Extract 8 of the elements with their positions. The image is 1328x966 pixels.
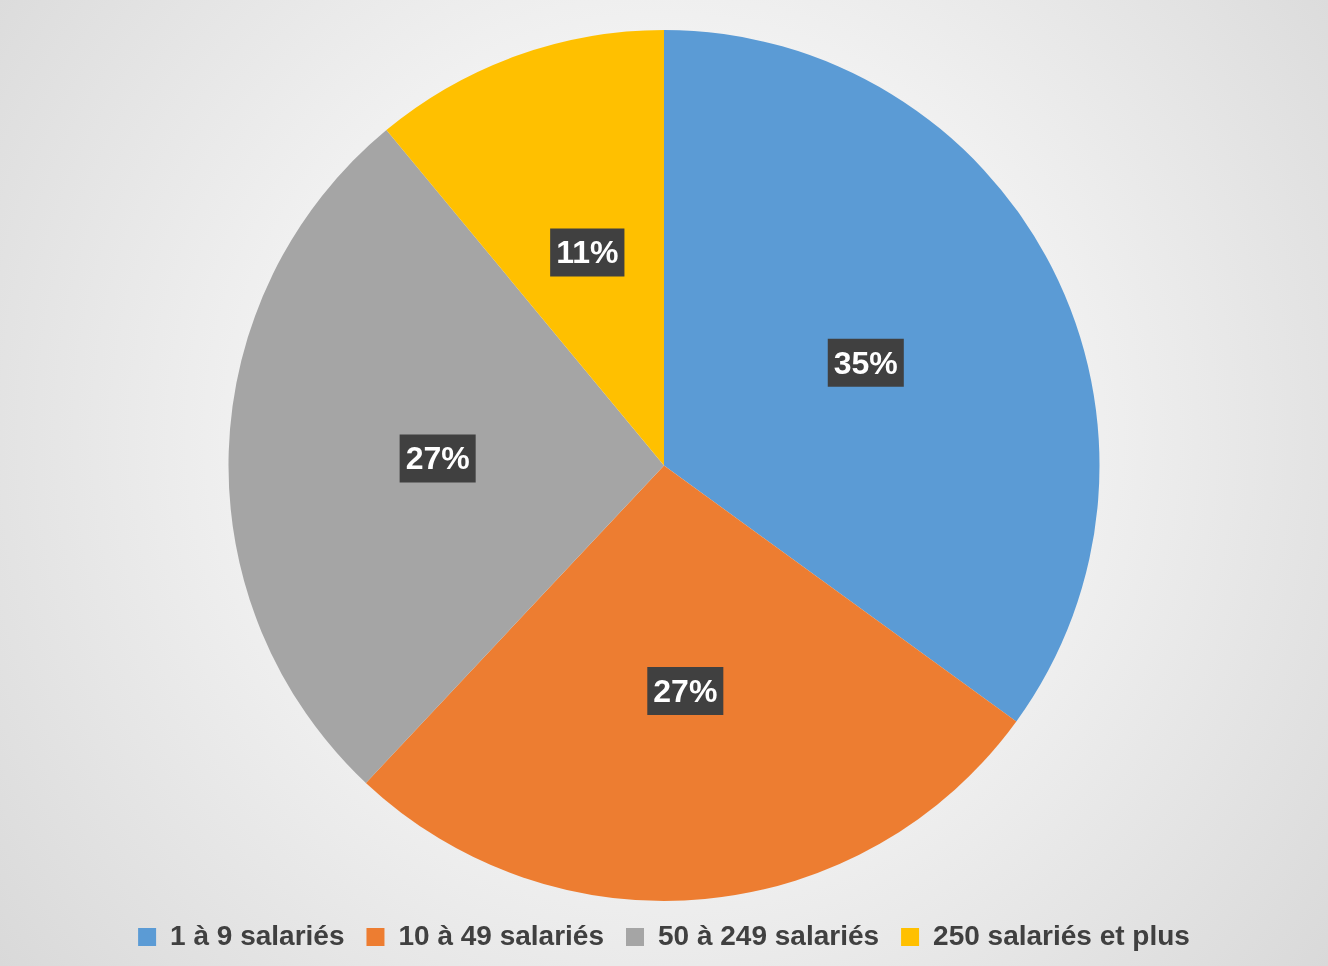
data-label: 35% bbox=[833, 344, 898, 381]
legend-label: 1 à 9 salariés bbox=[170, 919, 345, 951]
data-label: 27% bbox=[405, 440, 470, 477]
legend-label: 50 à 249 salariés bbox=[657, 919, 880, 951]
legend-label: 10 à 49 salariés bbox=[398, 919, 604, 951]
data-label: 27% bbox=[653, 672, 718, 709]
legend-label: 250 salariés et plus bbox=[933, 919, 1190, 951]
data-label: 11% bbox=[556, 234, 619, 271]
